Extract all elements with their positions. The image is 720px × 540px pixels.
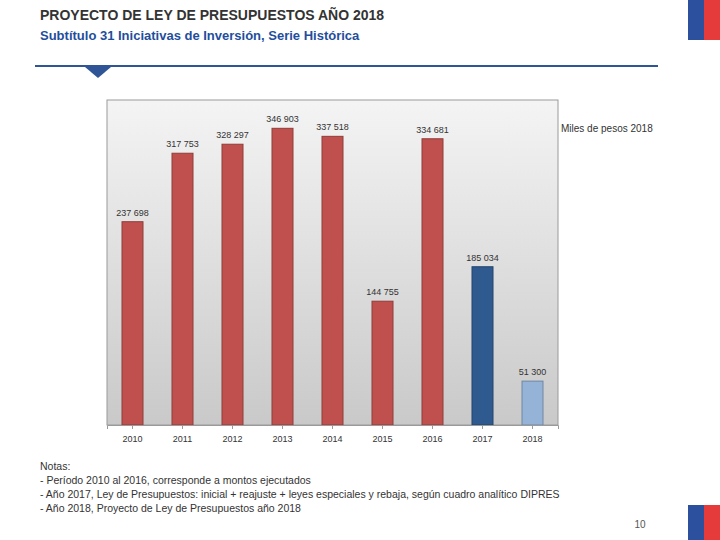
- tick: 2012: [222, 425, 242, 444]
- tick-mark: [532, 425, 533, 429]
- bars: [122, 128, 543, 425]
- tick: 2015: [372, 425, 392, 444]
- bar: [422, 139, 443, 425]
- data-label: 317 753: [166, 139, 199, 149]
- bar: [272, 128, 293, 425]
- note: Notas:: [40, 460, 70, 472]
- tick-mark: [282, 425, 283, 429]
- tick-mark: [132, 425, 133, 429]
- slide: PROYECTO DE LEY DE PRESUPUESTOS AÑO 2018…: [0, 0, 720, 540]
- data-label: 337 518: [316, 122, 349, 132]
- bar: [372, 301, 393, 425]
- corner-block: [688, 0, 704, 40]
- tick-mark: [382, 425, 383, 429]
- bar: [122, 222, 143, 425]
- bar: [222, 144, 243, 425]
- tick-label: 2010: [122, 434, 142, 444]
- tick-label: 2015: [372, 434, 392, 444]
- x-axis: 2010 2011 2012 2013 2014 2015 2016 2017 2018: [108, 425, 559, 444]
- corner-block: [704, 0, 720, 40]
- tick-label: 2017: [472, 434, 492, 444]
- data-label: 328 297: [216, 130, 249, 140]
- tick-mark: [432, 425, 433, 429]
- tick-mark: [332, 425, 333, 429]
- notes: Notas: - Período 2010 al 2016, correspond…: [40, 460, 559, 514]
- tick-label: 2018: [522, 434, 542, 444]
- tick-label: 2014: [322, 434, 342, 444]
- header-rule: [35, 65, 658, 67]
- bar: [472, 267, 493, 425]
- note: - Período 2010 al 2016, corresponde a mo…: [40, 474, 311, 486]
- data-label: 334 681: [416, 125, 449, 135]
- bar: [172, 153, 193, 425]
- tick: 2011: [173, 425, 192, 444]
- bar: [322, 136, 343, 425]
- tick-mark: [482, 425, 483, 429]
- tick-label: 2011: [173, 434, 192, 444]
- data-label: 144 755: [366, 287, 399, 297]
- tick: 2014: [322, 425, 342, 444]
- tick: 2010: [122, 425, 142, 444]
- corner-block: [688, 505, 704, 540]
- note: - Año 2018, Proyecto de Ley de Presupues…: [40, 502, 301, 514]
- header-marker: [85, 67, 111, 78]
- tick-label: 2013: [272, 434, 292, 444]
- data-label: 185 034: [466, 253, 499, 263]
- tick: 2018: [522, 425, 542, 444]
- data-labels: 237 698 317 753 328 297 346 903 337 518 144 7…: [116, 114, 546, 377]
- title: PROYECTO DE LEY DE PRESUPUESTOS AÑO 2018: [40, 6, 384, 23]
- tick-mark: [232, 425, 233, 429]
- unit-label: Miles de pesos 2018: [561, 123, 653, 134]
- page: {"chart_data": { "type": "bar", "title":…: [0, 0, 720, 540]
- tick: 2017: [472, 425, 492, 444]
- tick: 2016: [422, 425, 442, 444]
- data-label: 237 698: [116, 208, 149, 218]
- tick: 2013: [272, 425, 292, 444]
- plot-frame: [107, 100, 558, 425]
- axis-line: [108, 426, 559, 430]
- data-label: 346 903: [266, 114, 299, 124]
- subtitle: Subtítulo 31 Iniciativas de Inversión, S…: [40, 28, 360, 43]
- tick-label: 2016: [422, 434, 442, 444]
- note: - Año 2017, Ley de Presupuestos: inicial…: [40, 488, 559, 500]
- page-number: 10: [634, 519, 646, 530]
- data-label: 51 300: [519, 367, 547, 377]
- corner-block: [704, 505, 720, 540]
- bar: [522, 381, 543, 425]
- tick-mark: [182, 425, 183, 429]
- tick-label: 2012: [222, 434, 242, 444]
